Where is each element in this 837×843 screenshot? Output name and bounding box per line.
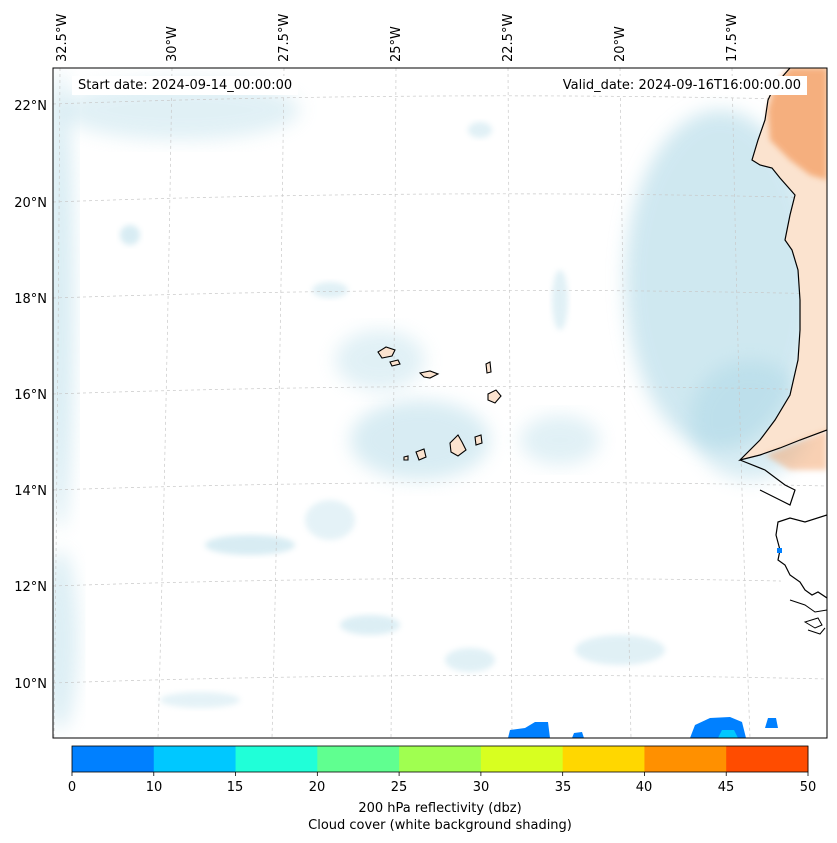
- colorbar-tick-label: 45: [717, 780, 735, 795]
- colorbar: [72, 746, 809, 772]
- island-brava: [403, 455, 409, 461]
- lat-label: 16°N: [14, 388, 47, 403]
- island-sao-vicente: [389, 359, 401, 367]
- colorbar-swatch: [562, 746, 645, 772]
- cape-verde-islands: [377, 346, 502, 461]
- start-date-box: Start date: 2024-09-14_00:00:00: [72, 76, 299, 95]
- colorbar-tick-label: 40: [635, 780, 653, 795]
- colorbar-tick-label: 25: [390, 780, 408, 795]
- island-fogo: [415, 448, 427, 461]
- colorbar-tick-marks: [71, 772, 809, 776]
- lon-label: 22.5°W: [501, 14, 516, 62]
- map-border: [52, 67, 828, 739]
- lon-label: 25°W: [389, 26, 404, 62]
- colorbar-swatch: [726, 746, 809, 772]
- cloud-cover-shading: [53, 70, 815, 730]
- colorbar-tick-label: 50: [799, 780, 817, 795]
- colorbar-tick-label: 20: [308, 780, 326, 795]
- colorbar-swatch: [153, 746, 237, 772]
- colorbar-border: [71, 745, 809, 773]
- colorbar-tick-label: 15: [226, 780, 244, 795]
- colorbar-tick-label: 30: [472, 780, 490, 795]
- island-santiago: [449, 434, 467, 457]
- lon-label: 30°W: [165, 26, 180, 62]
- island-maio: [474, 434, 483, 446]
- colorbar-swatch: [399, 746, 482, 772]
- island-sal: [485, 361, 492, 374]
- lon-label: 20°W: [613, 26, 628, 62]
- colorbar-tick-label: 35: [554, 780, 572, 795]
- lat-label: 18°N: [14, 292, 47, 307]
- lon-label: 32.5°W: [55, 14, 70, 62]
- start-date-label: Start date:: [78, 78, 148, 93]
- lon-label: 17.5°W: [725, 14, 740, 62]
- island-boa-vista: [487, 389, 502, 404]
- valid-date-label: Valid_date:: [562, 78, 635, 93]
- colorbar-tick-label: 10: [145, 780, 163, 795]
- reflectivity-cell-coast: [777, 548, 782, 553]
- latitude-labels: 22°N 20°N 18°N 16°N 14°N 12°N 10°N: [14, 99, 47, 692]
- lat-label: 12°N: [14, 580, 47, 595]
- valid-date-value: 2024-09-16T16:00:00.00: [638, 78, 801, 93]
- island-sao-nicolau: [418, 370, 440, 379]
- africa-coast-north: [738, 68, 827, 506]
- colorbar-swatch: [480, 746, 564, 772]
- colorbar-tick-label: 0: [67, 780, 77, 795]
- lat-label: 10°N: [14, 677, 47, 692]
- lon-label: 27.5°W: [277, 14, 292, 62]
- longitude-labels: 32.5°W 30°W 27.5°W 25°W 22.5°W 20°W 17.5…: [55, 14, 740, 62]
- valid-date-box: Valid_date: 2024-09-16T16:00:00.00: [556, 76, 807, 95]
- lat-label: 14°N: [14, 484, 47, 499]
- gridlines: [53, 68, 827, 738]
- colorbar-title: 200 hPa reflectivity (dbz): [358, 801, 522, 816]
- colorbar-swatch: [72, 746, 155, 772]
- start-date-value: 2024-09-14_00:00:00: [151, 78, 293, 93]
- reflectivity-cells: [508, 717, 778, 738]
- colorbar-swatch: [644, 746, 727, 772]
- colorbar-swatch: [317, 746, 400, 772]
- colorbar-swatch: [235, 746, 318, 772]
- colorbar-subtitle: Cloud cover (white background shading): [308, 818, 572, 833]
- island-santo-antao: [377, 346, 396, 359]
- lat-label: 20°N: [14, 196, 47, 211]
- africa-coast-south: [775, 514, 827, 640]
- lat-label: 22°N: [14, 99, 47, 114]
